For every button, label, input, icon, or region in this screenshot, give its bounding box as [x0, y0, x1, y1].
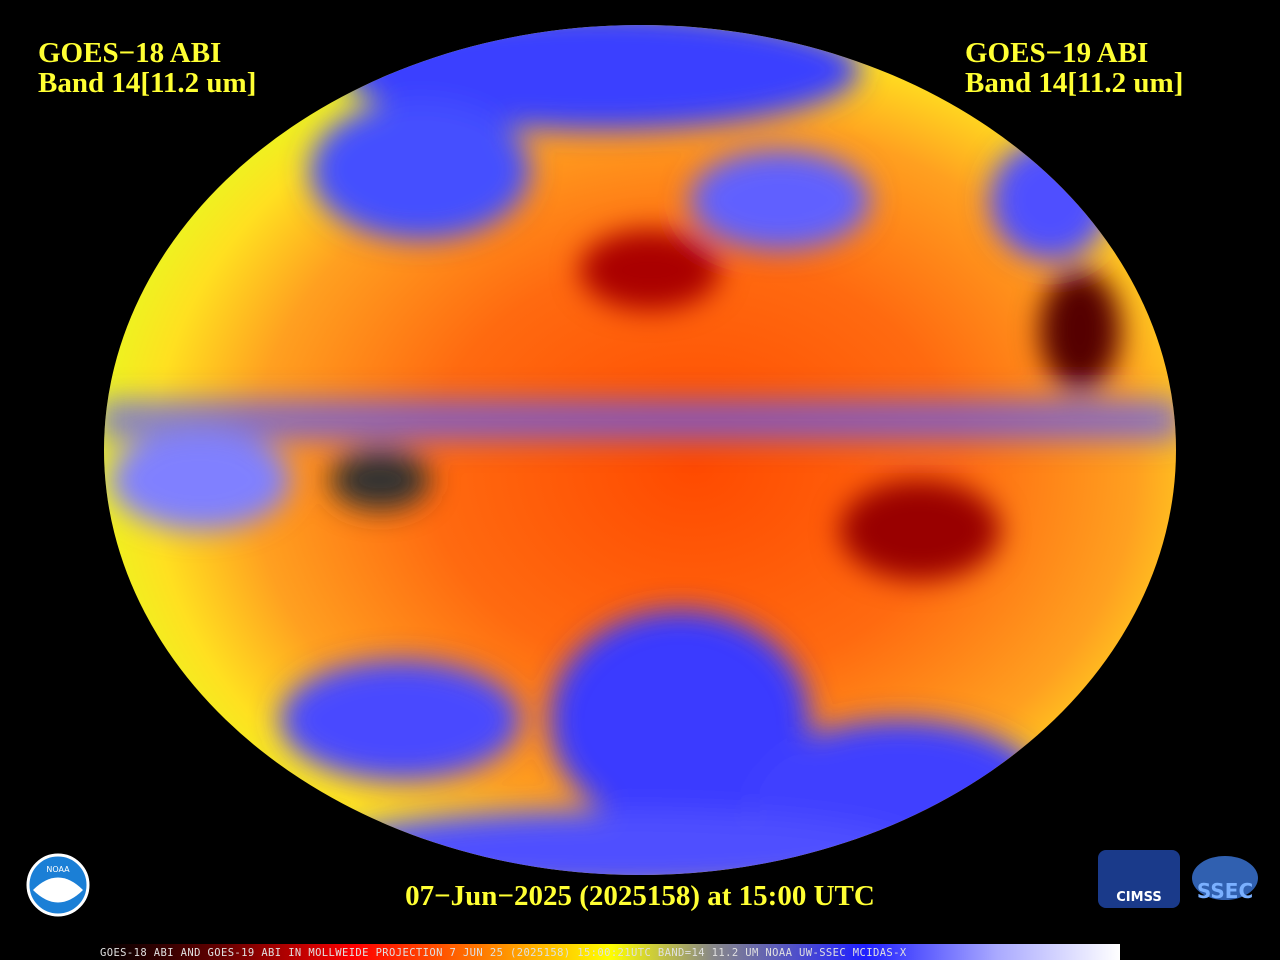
cimss-logo: CIMSS: [1098, 850, 1180, 908]
timestamp: 07−Jun−2025 (2025158) at 15:00 UTC: [405, 880, 875, 912]
footer: GOES-18 ABI AND GOES-19 ABI IN MOLLWEIDE…: [100, 947, 907, 959]
color-bar: [100, 944, 1120, 960]
ssec-text: SSEC: [1197, 879, 1253, 903]
right-satellite: GOES−19 ABI: [965, 37, 1148, 69]
left-band: Band 14[11.2 um]: [38, 67, 256, 99]
cloud-features: [104, 25, 1176, 875]
ssec-logo: SSEC: [1192, 856, 1258, 903]
cimss-text: CIMSS: [1116, 890, 1161, 905]
right-band: Band 14[11.2 um]: [965, 67, 1183, 99]
noaa-text: NOAA: [46, 865, 70, 874]
noaa-logo: NOAA: [26, 853, 90, 917]
left-satellite: GOES−18 ABI: [38, 37, 221, 69]
